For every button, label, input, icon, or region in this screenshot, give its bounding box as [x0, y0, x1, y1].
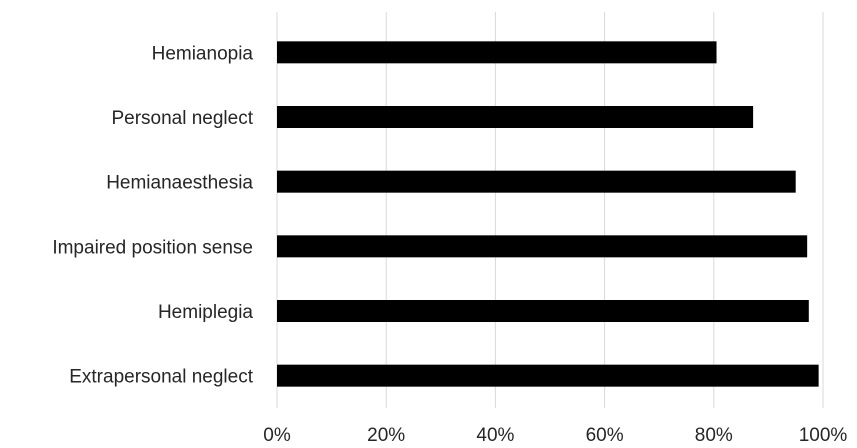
bar: [277, 300, 809, 322]
x-tick-label: 100%: [799, 425, 848, 446]
bar: [277, 41, 717, 64]
category-label: Personal neglect: [111, 108, 253, 129]
category-labels: Hemianopia Personal neglect Hemianaesthesi…: [52, 43, 253, 387]
bar: [277, 364, 819, 387]
bar: [277, 106, 754, 128]
x-tick-labels: 0% 20% 40% 60% 80% 100%: [263, 425, 847, 446]
x-tick-label: 20%: [367, 425, 405, 446]
bar: [277, 235, 808, 258]
category-label: Extrapersonal neglect: [69, 367, 253, 388]
category-label: Impaired position sense: [52, 237, 253, 258]
category-label: Hemiplegia: [158, 302, 253, 323]
x-tick-label: 80%: [695, 425, 733, 446]
x-tick-label: 60%: [586, 425, 624, 446]
x-tick-label: 40%: [476, 425, 514, 446]
gridlines: [276, 12, 824, 408]
category-label: Hemianopia: [152, 43, 254, 64]
bar: [277, 170, 796, 193]
category-label: Hemianaesthesia: [106, 173, 253, 194]
bars: [277, 41, 819, 387]
x-tick-label: 0%: [263, 425, 291, 446]
